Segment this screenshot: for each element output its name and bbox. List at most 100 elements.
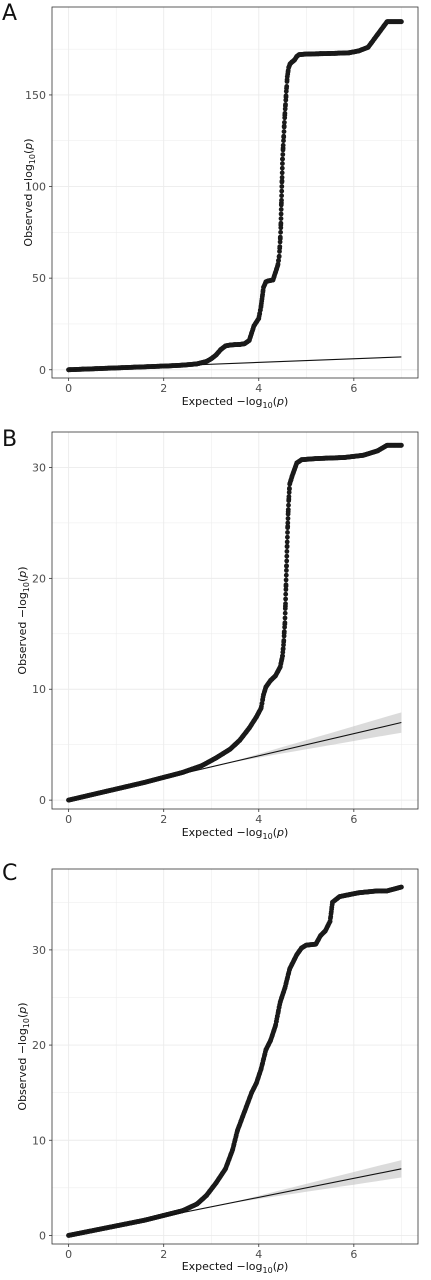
data-point [287, 966, 293, 972]
reference-line [68, 1168, 402, 1236]
data-point [279, 184, 285, 189]
data-point [258, 705, 264, 711]
data-point [256, 710, 262, 715]
data-point [251, 1085, 257, 1091]
data-point [285, 507, 291, 512]
data-point [285, 534, 290, 540]
data-point [257, 1071, 262, 1076]
data-point [284, 558, 290, 564]
data-point [219, 1171, 225, 1176]
plot-area [52, 7, 418, 378]
data-point [194, 1201, 200, 1207]
data-point [251, 718, 257, 724]
data-point [282, 110, 288, 116]
data-point [259, 298, 265, 304]
data-point [289, 961, 295, 967]
data-point [240, 1114, 246, 1119]
data-point [283, 97, 289, 103]
data-point [282, 615, 288, 621]
data-point [280, 161, 285, 167]
data-point [378, 27, 384, 33]
data-point [285, 69, 291, 75]
data-point [262, 1052, 268, 1057]
data-point [282, 620, 288, 626]
data-point [236, 1123, 242, 1129]
data-point [281, 124, 287, 130]
data-point [238, 1118, 244, 1124]
data-point [294, 460, 300, 466]
data-point [255, 1076, 261, 1081]
data-point [283, 88, 289, 94]
data-point [281, 642, 286, 648]
y-axis-title: Observed −log10(p) [22, 138, 37, 246]
panel-c: C [2, 861, 17, 886]
data-point [284, 79, 290, 84]
data-point [279, 197, 284, 203]
data-point [283, 582, 289, 588]
data-point [254, 319, 259, 325]
data-point [66, 367, 71, 373]
data-point [283, 587, 289, 592]
data-point [279, 995, 285, 1000]
data-point [303, 51, 309, 57]
y-tick-label: 0 [39, 794, 46, 807]
data-point [289, 474, 295, 479]
data-point [273, 270, 278, 276]
data-point [277, 244, 283, 250]
data-point [381, 23, 387, 29]
data-point [206, 759, 212, 765]
data-point [268, 1037, 273, 1043]
y-tick-label: 0 [39, 1229, 46, 1242]
data-point [283, 601, 288, 607]
data-point [327, 455, 333, 461]
data-point [274, 1014, 280, 1019]
data-point [231, 1142, 237, 1148]
data-point [284, 539, 290, 545]
data-point [278, 229, 283, 235]
data-point [284, 568, 289, 573]
data-point [384, 19, 390, 25]
data-point [372, 36, 377, 42]
x-tick-label: 2 [160, 813, 167, 826]
data-point [286, 490, 292, 495]
data-point [384, 442, 390, 448]
data-point [258, 307, 263, 313]
data-point [278, 211, 284, 217]
data-point [213, 755, 219, 761]
data-point [263, 1047, 269, 1053]
data-point [285, 530, 290, 535]
data-point [283, 577, 289, 583]
data-point [279, 188, 285, 194]
data-point [280, 653, 285, 659]
y-tick-label: 0 [39, 364, 46, 377]
data-point [375, 888, 380, 894]
data-point [273, 1023, 278, 1029]
data-point [337, 894, 342, 899]
y-tick-label: 50 [32, 272, 46, 285]
data-point [66, 1233, 71, 1238]
data-point [265, 1042, 271, 1048]
data-point [285, 516, 291, 521]
data-point [232, 742, 238, 748]
data-point [271, 1028, 277, 1034]
data-point [280, 990, 286, 996]
data-point [278, 207, 284, 212]
data-point [329, 904, 335, 910]
data-point [341, 455, 347, 460]
data-point [268, 678, 273, 683]
data-point [278, 661, 284, 666]
data-point [292, 467, 297, 473]
data-point [346, 50, 352, 56]
data-point [259, 1061, 265, 1067]
data-point [228, 1152, 234, 1157]
data-point [199, 763, 205, 769]
data-point [273, 673, 278, 679]
x-axis-title: Expected −log10(p) [182, 395, 289, 410]
data-point [261, 692, 266, 698]
data-point [189, 766, 195, 772]
data-point [328, 914, 334, 919]
data-point [278, 225, 284, 231]
y-tick-label: 10 [32, 683, 46, 696]
data-point [278, 202, 284, 208]
